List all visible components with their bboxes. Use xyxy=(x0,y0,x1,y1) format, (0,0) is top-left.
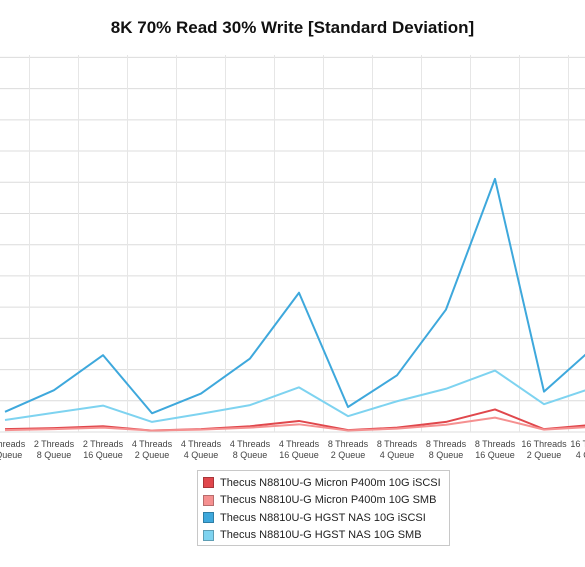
x-tick-label: 16 Queue xyxy=(475,450,515,460)
series-line-2 xyxy=(4,416,585,432)
x-tick-label: 4 Queue xyxy=(380,450,415,460)
legend: Thecus N8810U-G Micron P400m 10G iSCSI Th… xyxy=(197,470,450,546)
legend-label: Thecus N8810U-G Micron P400m 10G iSCSI xyxy=(220,476,441,489)
legend-item: Thecus N8810U-G HGST NAS 10G iSCSI xyxy=(203,509,449,527)
legend-label: Thecus N8810U-G HGST NAS 10G iSCSI xyxy=(220,511,426,524)
lines-layer xyxy=(4,177,585,432)
legend-swatch xyxy=(203,512,214,524)
x-tick-label: 16 Threads xyxy=(570,439,585,449)
series-line-3 xyxy=(4,177,585,415)
x-tick-label: 4 Threads xyxy=(279,439,320,449)
x-tick-label: 4 Threads xyxy=(230,439,271,449)
x-tick-label: 8 Threads xyxy=(328,439,369,449)
legend-item: Thecus N8810U-G HGST NAS 10G SMB xyxy=(203,527,449,545)
x-tick-label: 16 Queue xyxy=(83,450,123,460)
x-tick-label: 8 Queue xyxy=(429,450,464,460)
legend-item: Thecus N8810U-G Micron P400m 10G SMB xyxy=(203,492,449,510)
x-tick-label: 2 Queue xyxy=(331,450,366,460)
series-line-1 xyxy=(4,408,585,432)
x-tick-label: 8 Queue xyxy=(233,450,268,460)
x-tick-label: 16 Queue xyxy=(279,450,319,460)
chart-title: 8K 70% Read 30% Write [Standard Deviatio… xyxy=(110,18,475,37)
x-tick-label: 2 Queue xyxy=(135,450,170,460)
x-tick-label: 2 Threads xyxy=(83,439,124,449)
x-tick-label: 16 Threads xyxy=(521,439,567,449)
x-tick-label: 8 Threads xyxy=(475,439,516,449)
x-tick-label: 4 Queue xyxy=(184,450,219,460)
x-tick-label: 2 Threads xyxy=(0,439,26,449)
legend-swatch xyxy=(203,529,214,541)
x-tick-label: 8 Queue xyxy=(37,450,72,460)
x-tick-label: 4 Threads xyxy=(181,439,222,449)
x-tick-label: 4 Queue xyxy=(576,450,585,460)
x-tick-label: 4 Threads xyxy=(132,439,173,449)
legend-swatch xyxy=(203,477,214,489)
grid-layer xyxy=(0,55,585,433)
x-tick-label: 8 Threads xyxy=(426,439,467,449)
legend-item: Thecus N8810U-G Micron P400m 10G iSCSI xyxy=(203,474,449,492)
legend-label: Thecus N8810U-G HGST NAS 10G SMB xyxy=(220,529,422,542)
series-line-4 xyxy=(4,369,585,423)
x-tick-label: 2 Queue xyxy=(527,450,562,460)
x-tick-label: 2 Threads xyxy=(34,439,75,449)
legend-label: Thecus N8810U-G Micron P400m 10G SMB xyxy=(220,494,437,507)
legend-swatch xyxy=(203,494,214,506)
x-tick-label: 8 Threads xyxy=(377,439,418,449)
x-tick-label: 4 Queue xyxy=(0,450,22,460)
